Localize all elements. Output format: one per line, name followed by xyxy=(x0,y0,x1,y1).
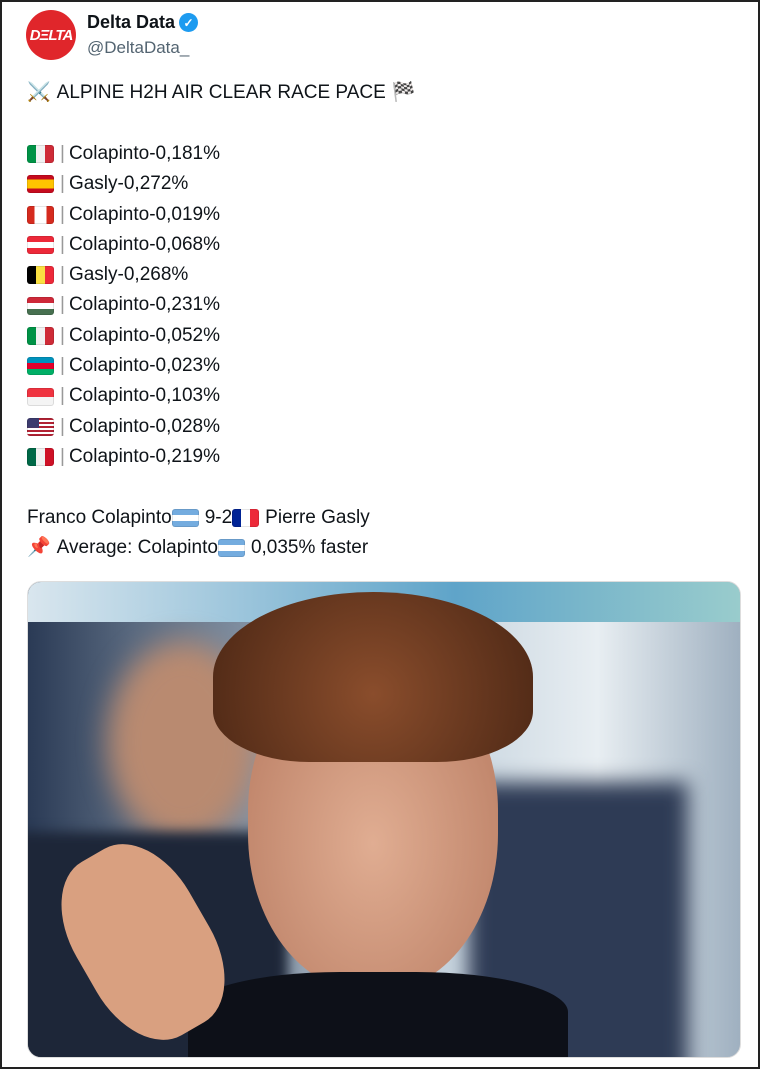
driver-name: Colapinto xyxy=(68,355,150,377)
flag-fr-icon xyxy=(232,509,260,528)
separator: | xyxy=(60,264,65,286)
race-row: | Colapinto -0,023% xyxy=(27,351,220,381)
separator: | xyxy=(60,324,65,346)
race-list: | Colapinto -0,181% | Gasly -0,272% | Colapin… xyxy=(27,139,220,472)
author-name-text: Delta Data xyxy=(87,12,176,32)
separator: | xyxy=(60,233,65,255)
driver-name: Colapinto xyxy=(68,385,150,407)
score: 9-2 xyxy=(204,507,233,528)
race-row: | Colapinto -0,103% xyxy=(27,381,220,411)
pace-delta: -0,019% xyxy=(149,203,220,225)
average-row: 📌 Average: Colapinto 0,035% faster xyxy=(27,533,370,563)
flag-at-icon xyxy=(27,236,54,255)
race-row: | Colapinto -0,181% xyxy=(27,139,220,169)
race-row: | Gasly -0,272% xyxy=(27,169,220,199)
separator: | xyxy=(60,445,65,467)
pace-delta: -0,272% xyxy=(117,173,189,195)
pace-delta: -0,268% xyxy=(117,264,189,286)
crossed-swords-icon: ⚔️ xyxy=(27,82,51,103)
separator: | xyxy=(60,203,65,225)
pace-delta: -0,181% xyxy=(149,143,220,164)
chequered-flag-icon: 🏁 xyxy=(391,82,416,103)
separator: | xyxy=(60,294,65,316)
pace-delta: -0,219% xyxy=(149,445,220,467)
flag-sg-icon xyxy=(27,387,54,406)
driver-name: Colapinto xyxy=(68,143,150,164)
flag-az-icon xyxy=(27,357,54,376)
driver-name: Colapinto xyxy=(68,445,150,467)
title-text: ALPINE H2H AIR CLEAR RACE PACE xyxy=(56,82,386,103)
race-row: | Colapinto -0,052% xyxy=(27,321,220,351)
flag-us-icon xyxy=(27,417,54,436)
pace-delta: -0,231% xyxy=(149,294,220,316)
summary: Franco Colapinto 9-2 Pierre Gasly 📌 Avera… xyxy=(27,503,370,564)
flag-hu-icon xyxy=(27,296,54,315)
pushpin-icon: 📌 xyxy=(27,537,51,559)
average-value: 0,035% faster xyxy=(250,537,369,559)
flag-mx-icon xyxy=(27,448,54,467)
race-row: | Colapinto -0,028% xyxy=(27,412,220,442)
flag-it-icon xyxy=(27,326,54,345)
driver-name: Colapinto xyxy=(68,233,150,255)
driver-name: Colapinto xyxy=(68,415,150,437)
driver-name: Colapinto xyxy=(68,324,150,346)
flag-ar-icon xyxy=(171,509,199,528)
driver-name: Gasly xyxy=(68,264,118,286)
flag-es-icon xyxy=(27,175,54,194)
flag-ar-icon xyxy=(217,539,245,558)
race-row: | Colapinto -0,019% xyxy=(27,200,220,230)
author-name[interactable]: Delta Data ✓ xyxy=(87,12,199,33)
verified-badge-icon: ✓ xyxy=(179,13,199,32)
head-to-head-row: Franco Colapinto 9-2 Pierre Gasly xyxy=(27,503,370,533)
driver2: Pierre Gasly xyxy=(265,507,370,528)
separator: | xyxy=(60,143,65,164)
driver-name: Gasly xyxy=(68,173,118,195)
author-handle[interactable]: @DeltaData_ xyxy=(87,38,190,57)
average-label: Average: Colapinto xyxy=(56,537,218,559)
separator: | xyxy=(60,173,65,195)
pace-delta: -0,028% xyxy=(149,415,220,437)
race-row: | Gasly -0,268% xyxy=(27,260,220,290)
tweet-title: ⚔️ ALPINE H2H AIR CLEAR RACE PACE 🏁 xyxy=(27,78,415,108)
driver1: Franco Colapinto xyxy=(27,507,172,528)
separator: | xyxy=(60,415,65,437)
pace-delta: -0,068% xyxy=(149,233,220,255)
pace-delta: -0,023% xyxy=(149,355,220,377)
separator: | xyxy=(60,385,65,407)
tweet-photo[interactable] xyxy=(27,581,741,1058)
separator: | xyxy=(60,355,65,377)
driver-name: Colapinto xyxy=(68,294,150,316)
race-row: | Colapinto -0,231% xyxy=(27,290,220,320)
race-row: | Colapinto -0,068% xyxy=(27,230,220,260)
race-row: | Colapinto -0,219% xyxy=(27,442,220,472)
pace-delta: -0,052% xyxy=(149,324,220,346)
flag-it-icon xyxy=(27,145,54,164)
flag-ca-icon xyxy=(27,205,54,224)
avatar[interactable]: DΞLTA xyxy=(26,10,76,60)
pace-delta: -0,103% xyxy=(149,385,220,407)
driver-name: Colapinto xyxy=(68,203,150,225)
flag-be-icon xyxy=(27,266,54,285)
